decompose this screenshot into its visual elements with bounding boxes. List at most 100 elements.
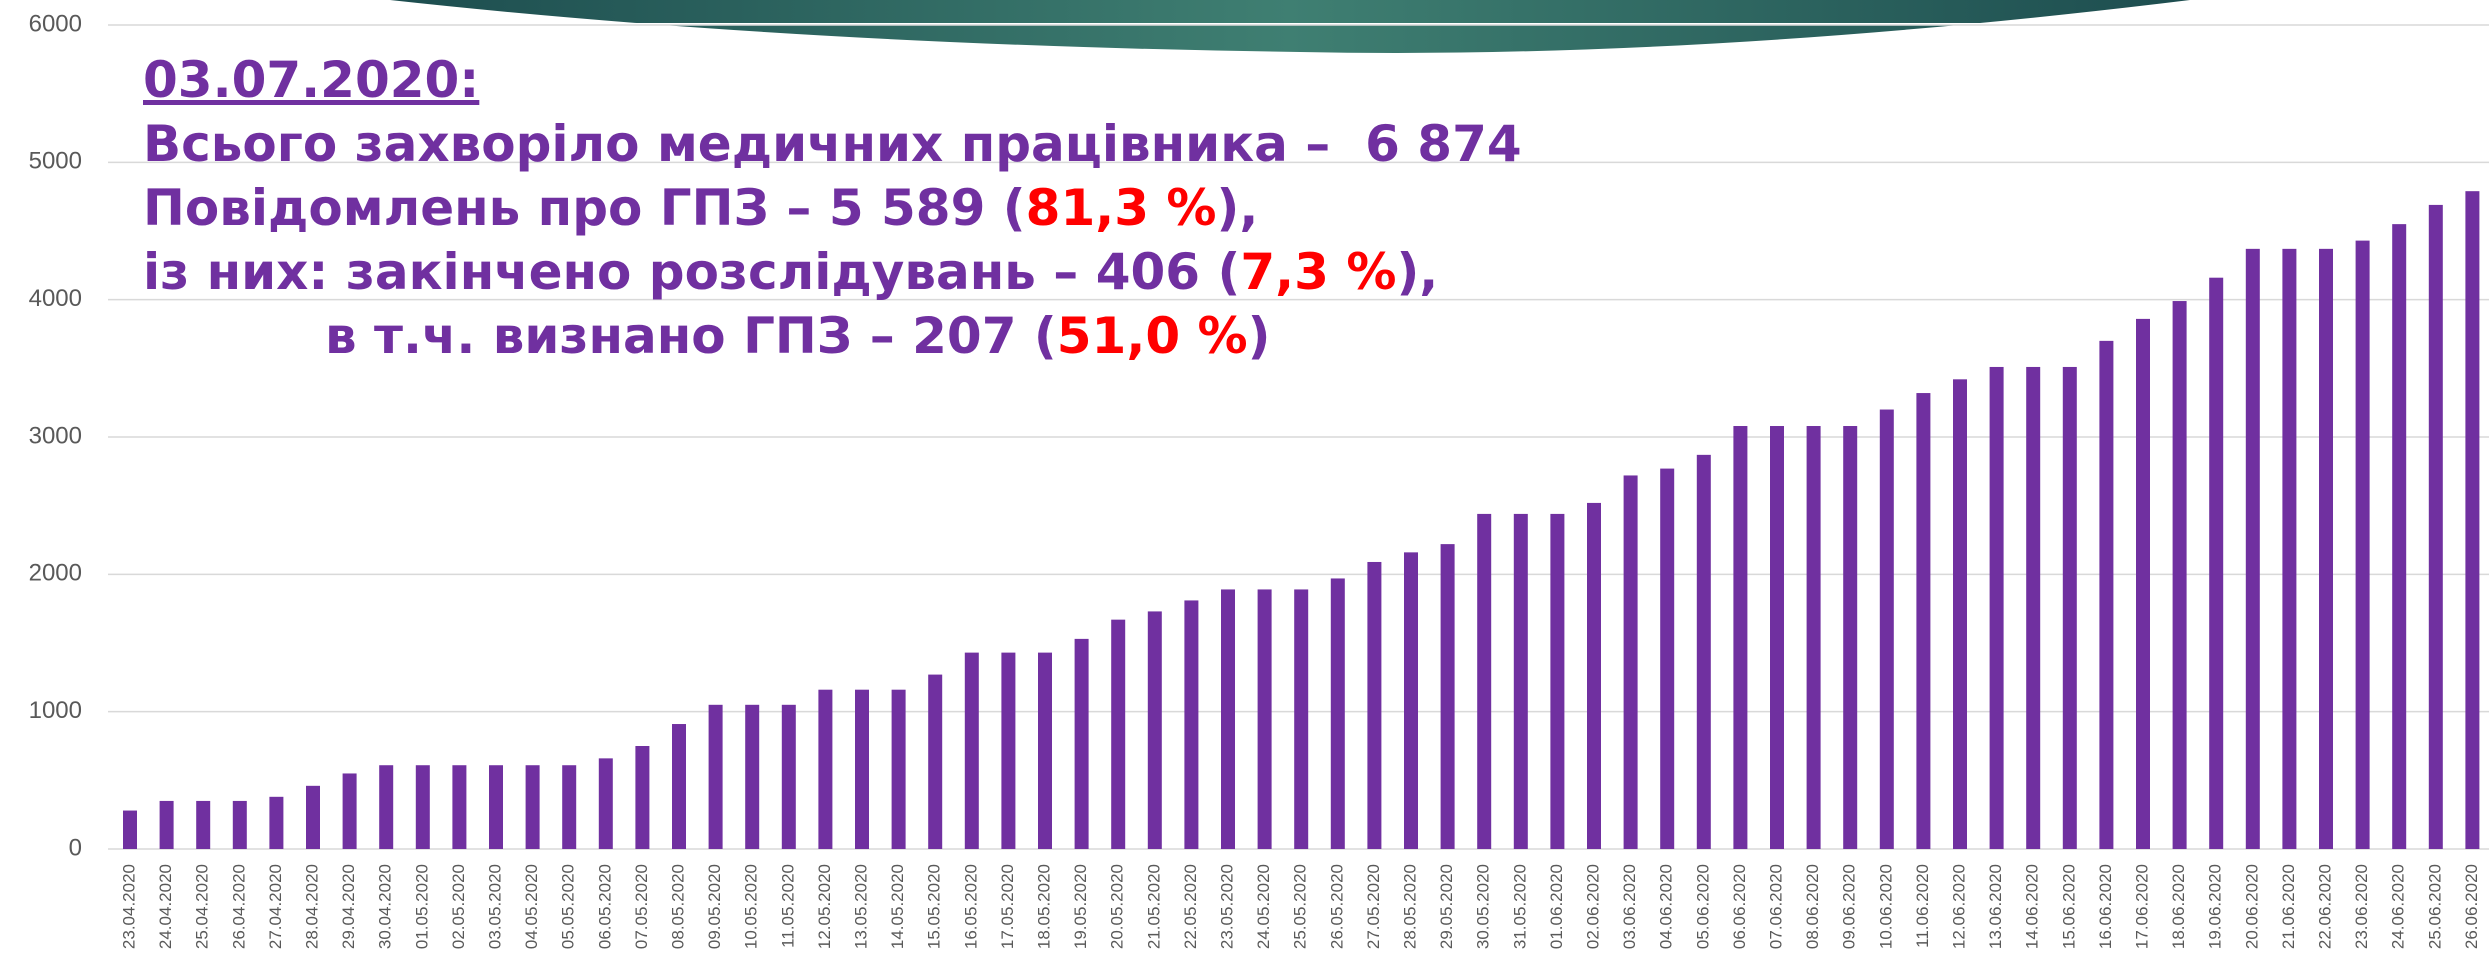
- x-tick-label: 29.04.2020: [339, 864, 358, 949]
- annotation-segment: із них: закінчено розслідувань – 406 (: [143, 243, 1240, 301]
- bar: [1989, 366, 2004, 849]
- bar: [1916, 393, 1931, 849]
- x-tick-label: 04.06.2020: [1657, 864, 1676, 949]
- bar: [159, 800, 174, 849]
- bar: [1001, 652, 1016, 849]
- bar: [2428, 204, 2443, 849]
- bar: [489, 765, 503, 849]
- x-tick-label: 02.06.2020: [1583, 864, 1602, 949]
- x-tick-label: 13.06.2020: [1986, 864, 2005, 949]
- x-tick-label: 05.06.2020: [1693, 864, 1712, 949]
- x-tick-label: 20.06.2020: [2242, 864, 2261, 949]
- bar: [1879, 409, 1894, 849]
- y-tick-label: 4000: [29, 285, 82, 312]
- annotation-line: із них: закінчено розслідувань – 406 (7,…: [143, 243, 1438, 301]
- bar: [342, 773, 357, 849]
- bar: [964, 652, 979, 849]
- x-tick-label: 04.05.2020: [522, 864, 541, 949]
- bar: [2026, 366, 2041, 849]
- bar: [2282, 248, 2297, 849]
- x-tick-label: 13.05.2020: [851, 864, 870, 949]
- bar: [306, 785, 320, 849]
- x-tick-label: 11.05.2020: [778, 864, 797, 948]
- annotation-segment: Всього захворіло медичних працівника – 6…: [143, 115, 1522, 173]
- x-tick-label: 27.04.2020: [266, 864, 285, 949]
- x-tick-label: 26.06.2020: [2462, 864, 2481, 949]
- bar: [1184, 600, 1199, 849]
- x-tick-label: 17.05.2020: [998, 864, 1017, 949]
- bar: [1257, 589, 1272, 849]
- x-tick-label: 07.06.2020: [1766, 864, 1785, 949]
- bar: [891, 689, 906, 849]
- bar: [525, 765, 540, 849]
- y-tick-label: 3000: [29, 422, 82, 449]
- bar: [1660, 468, 1675, 849]
- y-tick-label: 6000: [29, 10, 82, 37]
- annotation-line: Всього захворіло медичних працівника – 6…: [143, 115, 1522, 173]
- bar: [745, 704, 760, 849]
- bar: [1733, 426, 1748, 849]
- x-tick-label: 16.05.2020: [961, 864, 980, 949]
- x-tick-label: 01.06.2020: [1547, 864, 1566, 949]
- x-tick-label: 27.05.2020: [1364, 864, 1383, 949]
- x-tick-label: 25.06.2020: [2425, 864, 2444, 949]
- x-tick-label: 09.06.2020: [1840, 864, 1859, 949]
- x-tick-label: 23.04.2020: [119, 864, 138, 949]
- x-tick-label: 22.05.2020: [1181, 864, 1200, 949]
- bar: [1623, 475, 1638, 849]
- x-tick-label: 23.06.2020: [2352, 864, 2371, 949]
- annotation-segment: Повідомлень про ГПЗ – 5 589 (: [143, 179, 1026, 237]
- x-tick-label: 11.06.2020: [1913, 864, 1932, 948]
- x-tick-label: 03.06.2020: [1620, 864, 1639, 949]
- x-tick-label: 05.05.2020: [559, 864, 578, 949]
- x-tick-label: 24.04.2020: [156, 864, 175, 949]
- x-tick-label: 30.04.2020: [376, 864, 395, 949]
- bar: [781, 704, 796, 849]
- x-tick-label: 31.05.2020: [1510, 864, 1529, 949]
- bar: [708, 704, 723, 849]
- x-tick-label: 10.05.2020: [742, 864, 761, 949]
- x-tick-label: 10.06.2020: [1876, 864, 1895, 949]
- bar: [1147, 611, 1162, 849]
- x-tick-label: 25.04.2020: [193, 864, 212, 949]
- bar: [2172, 301, 2187, 849]
- bar: [672, 724, 686, 849]
- bar: [1477, 513, 1492, 849]
- bar: [123, 810, 137, 849]
- x-tick-label: 18.06.2020: [2169, 864, 2188, 949]
- bar: [1587, 502, 1601, 849]
- bar: [415, 765, 430, 849]
- annotation-segment: 81,3 %: [1026, 179, 1217, 237]
- bar: [1367, 561, 1382, 849]
- bar: [562, 765, 577, 849]
- x-tick-label: 24.06.2020: [2389, 864, 2408, 949]
- y-tick-label: 2000: [29, 560, 82, 587]
- x-tick-label: 28.05.2020: [1400, 864, 1419, 949]
- x-tick-label: 28.04.2020: [302, 864, 321, 949]
- x-tick-label: 23.05.2020: [1217, 864, 1236, 949]
- bar: [1953, 379, 1967, 849]
- bar: [1806, 426, 1821, 849]
- x-tick-label: 09.05.2020: [705, 864, 724, 949]
- bar: [269, 796, 284, 849]
- bar: [2099, 340, 2114, 849]
- x-tick-label: 08.06.2020: [1803, 864, 1822, 949]
- bar: [1038, 652, 1052, 849]
- bar: [232, 800, 247, 849]
- bar: [1440, 544, 1455, 849]
- x-tick-label: 15.05.2020: [925, 864, 944, 949]
- x-tick-label: 16.06.2020: [2096, 864, 2115, 949]
- x-tick-label: 07.05.2020: [632, 864, 651, 949]
- y-tick-label: 5000: [29, 148, 82, 175]
- x-tick-label: 26.04.2020: [229, 864, 248, 949]
- x-tick-label: 12.06.2020: [1949, 864, 1968, 949]
- annotation-segment: ),: [1396, 243, 1438, 301]
- bar: [1294, 589, 1309, 849]
- bar: [818, 689, 833, 849]
- bar: [635, 746, 650, 849]
- x-tick-label: 18.05.2020: [1034, 864, 1053, 949]
- bar: [928, 674, 943, 849]
- annotation-line: в т.ч. визнано ГПЗ – 207 (51,0 %): [325, 307, 1270, 365]
- bar: [2245, 248, 2260, 849]
- bar: [2465, 191, 2480, 849]
